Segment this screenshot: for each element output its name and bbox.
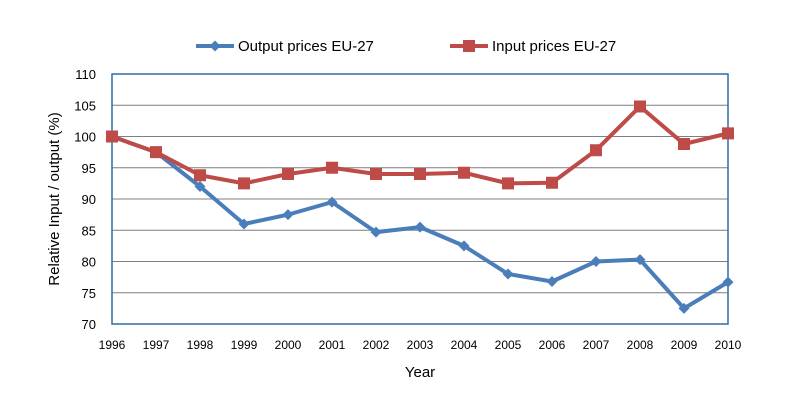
y-tick-label: 90 [82, 192, 96, 207]
data-point [150, 146, 162, 159]
legend-item: Input prices EU-27 [450, 38, 616, 55]
y-tick-label: 70 [82, 317, 96, 332]
data-point [194, 181, 206, 192]
data-point [238, 177, 250, 190]
data-point [590, 144, 602, 157]
data-point [282, 168, 294, 180]
x-tick-label: 2000 [275, 338, 302, 352]
data-point [546, 276, 558, 287]
data-point [722, 276, 734, 288]
data-point [414, 168, 426, 180]
data-point [194, 169, 206, 182]
series-output-prices [106, 131, 734, 314]
data-point [722, 127, 734, 140]
x-tick-label: 2005 [495, 338, 522, 352]
data-point [502, 268, 514, 280]
data-point [326, 161, 338, 174]
legend-label: Output prices EU-27 [238, 38, 374, 55]
legend: Output prices EU-27 Input prices EU-27 [196, 38, 616, 55]
x-tick-label: 2001 [319, 338, 346, 352]
data-point [678, 302, 690, 314]
x-tick-label: 2002 [363, 338, 390, 352]
plot-area-frame [111, 73, 729, 325]
y-tick-label: 110 [75, 67, 96, 82]
legend-label: Input prices EU-27 [492, 38, 616, 55]
y-tick-label: 75 [82, 286, 96, 301]
data-point [326, 196, 338, 208]
x-axis-ticks: 1996 1997 1998 1999 2000 2001 2002 2003 2004 2005… [99, 338, 742, 352]
data-point [370, 168, 382, 180]
data-point [634, 254, 646, 266]
data-point [370, 226, 382, 238]
x-tick-label: 2004 [451, 338, 478, 352]
data-point [502, 177, 514, 190]
y-tick-label: 85 [82, 223, 96, 238]
legend-marker [209, 40, 221, 52]
x-tick-label: 2006 [539, 338, 566, 352]
data-point [546, 176, 558, 189]
y-axis-ticks: 70 75 80 85 90 95 100 105 110 [74, 67, 96, 332]
data-point [282, 209, 294, 221]
x-tick-label: 1998 [187, 338, 214, 352]
x-tick-label: 1996 [99, 338, 126, 352]
data-point [414, 221, 426, 233]
legend-marker [463, 40, 475, 52]
data-point [678, 138, 690, 150]
x-tick-label: 2003 [407, 338, 434, 352]
data-point [238, 218, 250, 230]
x-tick-label: 1997 [143, 338, 170, 352]
y-axis-label: Relative Input / output (%) [46, 112, 63, 285]
data-point [458, 240, 470, 252]
x-tick-label: 2009 [671, 338, 698, 352]
series-input-prices [106, 100, 734, 190]
y-tick-label: 80 [82, 255, 96, 270]
x-tick-label: 2008 [627, 338, 654, 352]
x-tick-label: 2010 [715, 338, 742, 352]
series-layer [106, 100, 734, 314]
y-tick-label: 95 [82, 161, 96, 176]
data-point [458, 166, 470, 179]
x-axis-label: Year [405, 364, 435, 381]
x-tick-label: 1999 [231, 338, 258, 352]
y-tick-label: 105 [74, 98, 96, 113]
data-point [106, 130, 118, 143]
x-tick-label: 2007 [583, 338, 610, 352]
data-point [590, 256, 602, 267]
y-tick-label: 100 [74, 130, 96, 145]
data-point [634, 100, 646, 113]
legend-item: Output prices EU-27 [196, 38, 374, 55]
